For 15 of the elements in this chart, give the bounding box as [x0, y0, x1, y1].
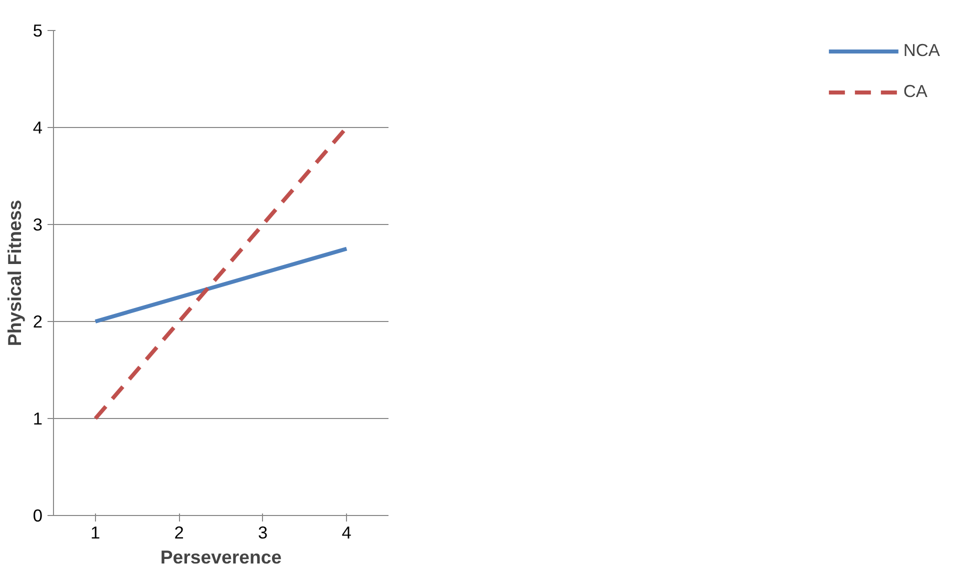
y-tick-label: 4: [32, 118, 43, 138]
x-tick-label: 1: [90, 522, 100, 542]
legend-label: NCA: [903, 40, 940, 61]
x-axis-title: Perseverence: [160, 546, 282, 568]
y-tick-label: 3: [32, 214, 43, 234]
x-tick-label: 3: [258, 522, 268, 542]
line-series: [93, 246, 349, 324]
legend-label: CA: [903, 81, 928, 102]
y-axis-title: Physical Fitness: [4, 200, 25, 346]
y-tick-label: 2: [32, 312, 43, 332]
x-tick-label: 2: [174, 522, 184, 542]
y-tick-label: 1: [32, 408, 43, 428]
y-tick-label: 5: [32, 20, 43, 40]
y-tick-label: 0: [32, 506, 43, 526]
x-tick-label: 4: [342, 522, 352, 542]
